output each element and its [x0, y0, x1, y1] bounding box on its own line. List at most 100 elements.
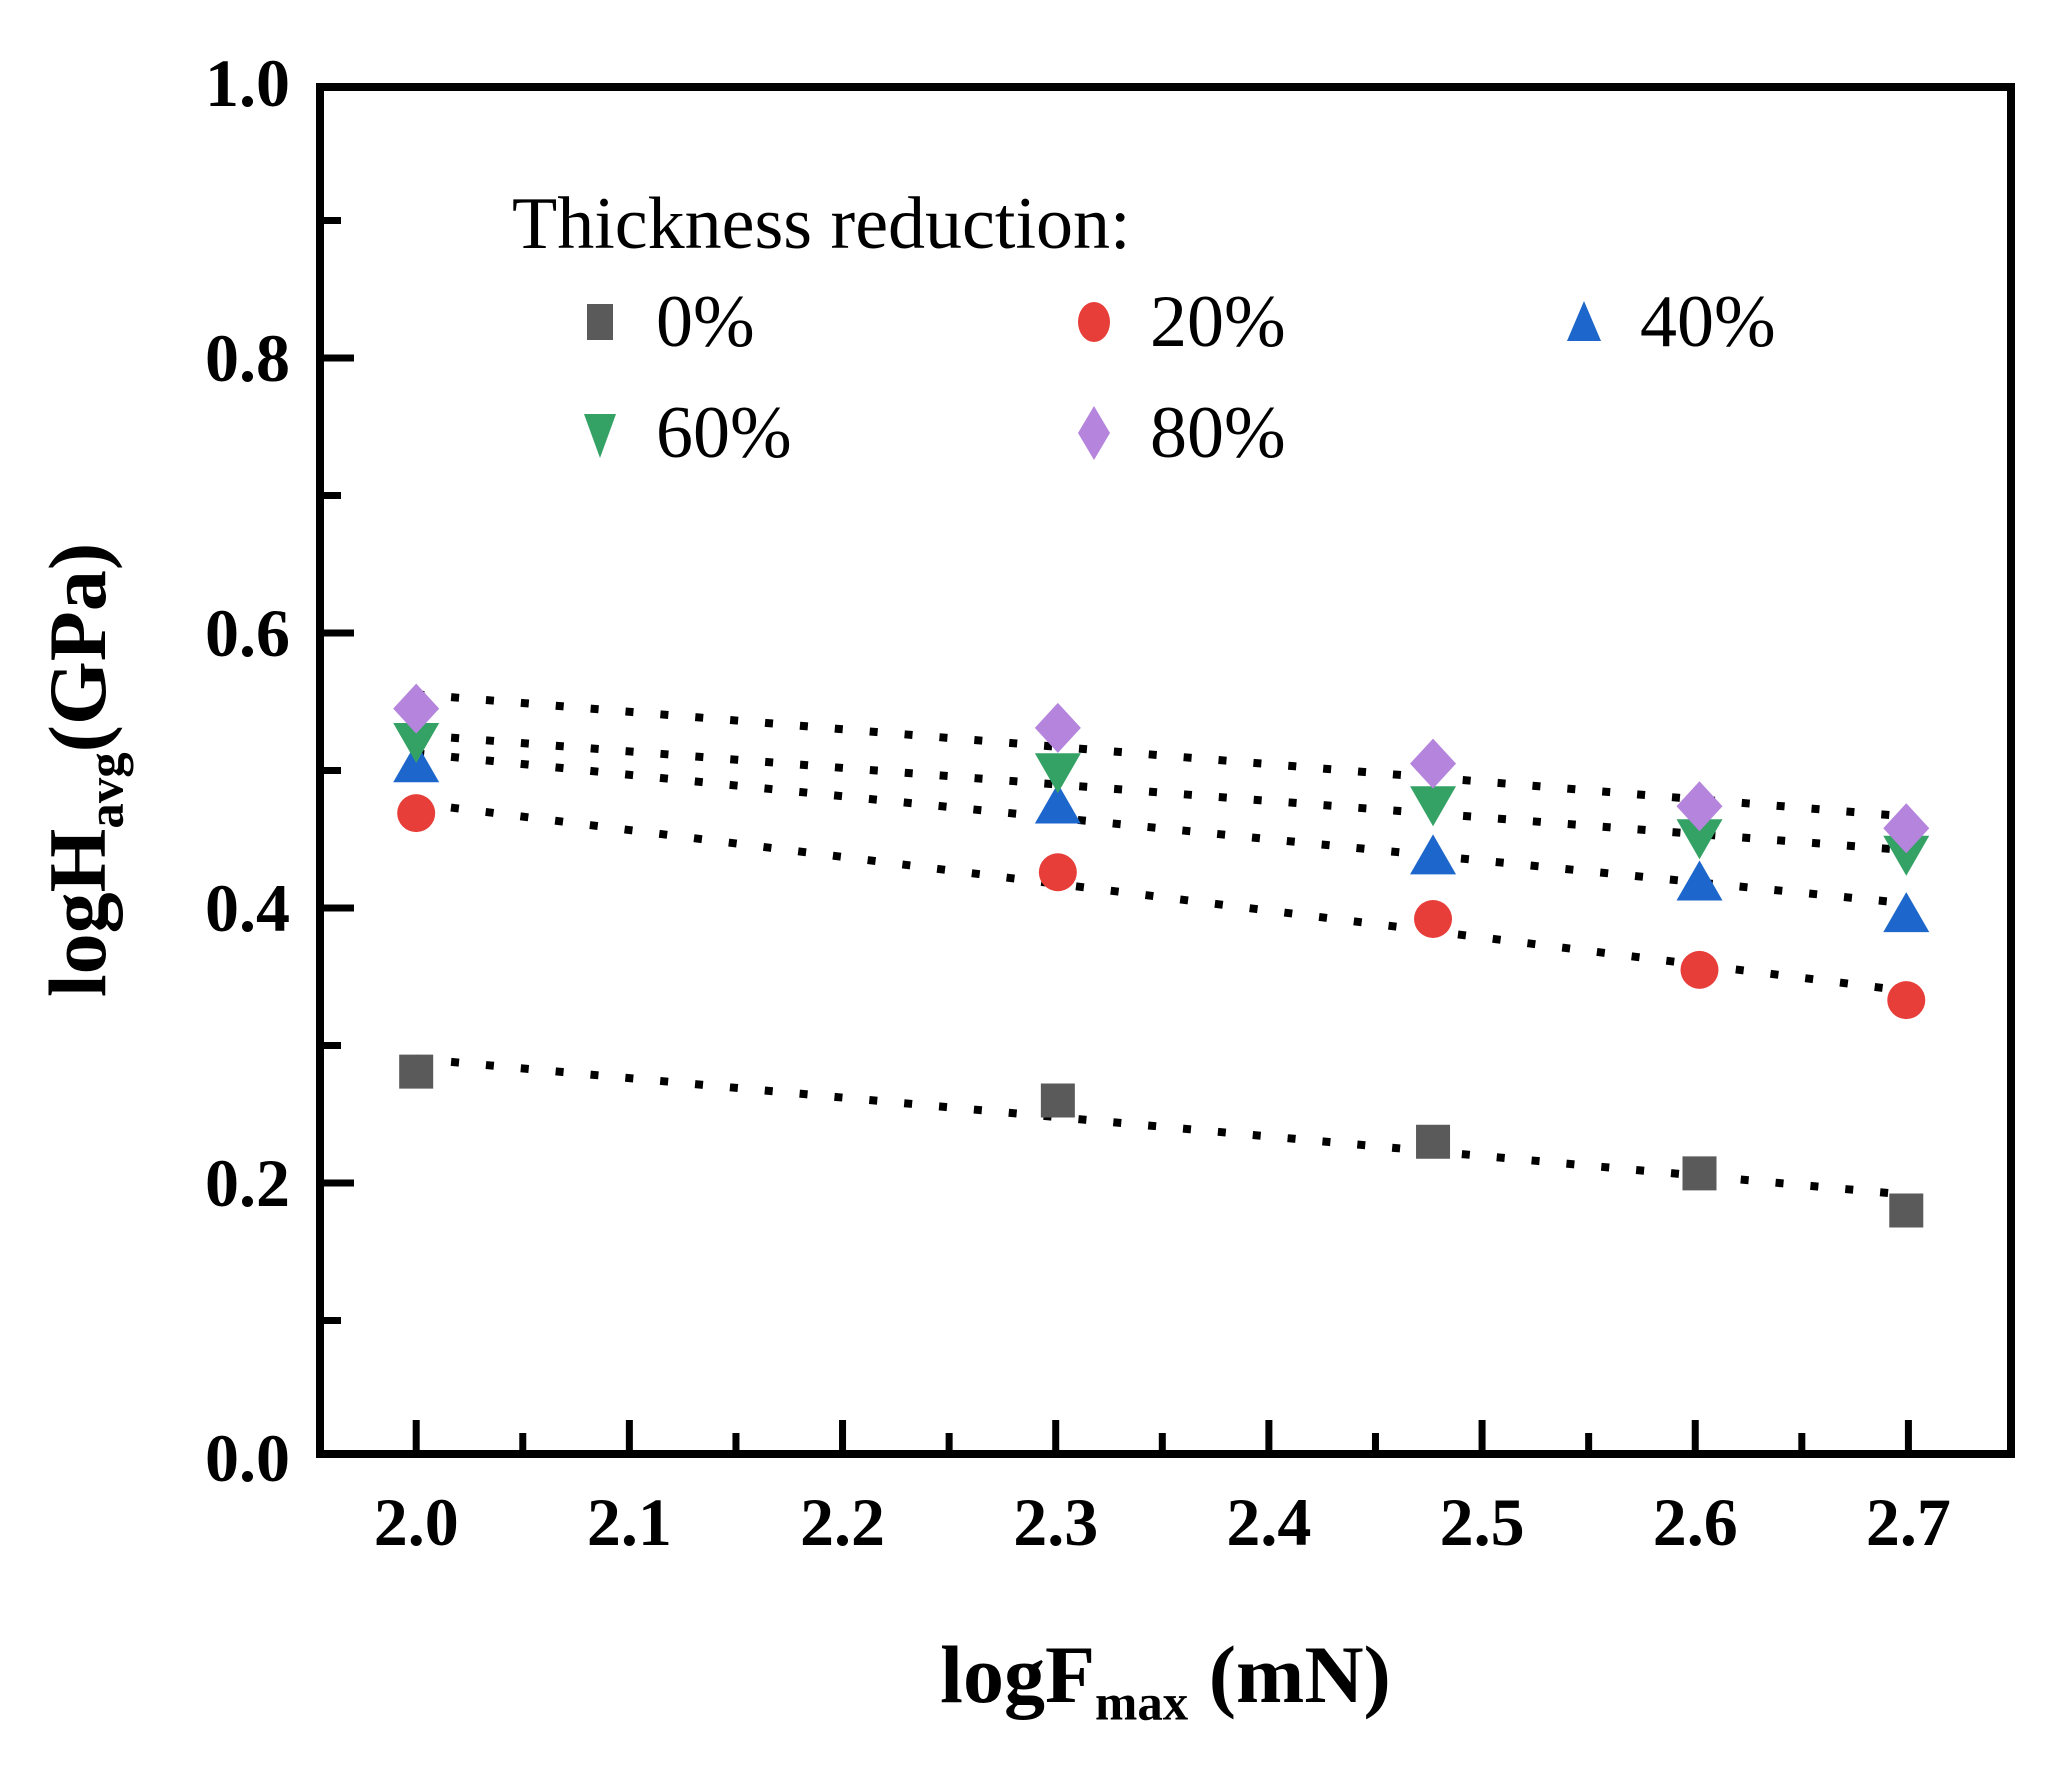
- data-point-60%-x2.301: [1034, 753, 1081, 794]
- data-point-60%-x2.699: [1883, 835, 1930, 876]
- trend-line-0%: [415, 1054, 1907, 1199]
- legend-item-60%: 60%: [570, 378, 792, 488]
- legend-item-0%: 0%: [570, 267, 755, 377]
- data-point-20%-x2.477: [1414, 900, 1453, 938]
- legend-item-label: 20%: [1150, 280, 1286, 363]
- x-tick-label-2.2: 2.2: [800, 1484, 886, 1560]
- x-major-tick: [1052, 1420, 1060, 1450]
- data-point-40%-x2.301: [1034, 783, 1081, 824]
- x-minor-tick: [732, 1433, 740, 1450]
- y-tick-label-0.0: 0.0: [205, 1420, 290, 1496]
- trend-line-40%: [415, 749, 1907, 908]
- x-tick-label-2.5: 2.5: [1439, 1484, 1525, 1560]
- y-major-tick: [324, 904, 354, 912]
- data-point-20%-x2: [397, 794, 436, 833]
- y-tick-label-0.6: 0.6: [205, 595, 290, 671]
- x-major-tick: [839, 1420, 847, 1450]
- triangle-down-legend-icon: [584, 414, 616, 458]
- x-axis-title: logFmax (mN): [316, 1628, 2015, 1728]
- y-minor-tick: [324, 1042, 341, 1049]
- data-point-20%-x2.602: [1680, 950, 1719, 989]
- x-major-tick: [1904, 1420, 1912, 1450]
- x-tick-label-2.3: 2.3: [1013, 1484, 1099, 1560]
- data-point-40%-x2.699: [1883, 892, 1930, 933]
- data-point-60%-x2: [393, 723, 440, 763]
- y-major-tick: [324, 354, 354, 362]
- data-point-80%-x2.699: [1883, 803, 1930, 854]
- data-point-20%-x2.301: [1038, 853, 1077, 892]
- chart-svg: [316, 83, 2015, 1458]
- data-point-40%-x2.477: [1410, 834, 1457, 875]
- circle-legend-glyph: [1078, 302, 1110, 342]
- y-major-tick: [324, 629, 354, 637]
- x-minor-tick: [1798, 1433, 1806, 1450]
- data-point-40%-x2.602: [1676, 860, 1723, 901]
- legend-item-label: 60%: [656, 391, 792, 474]
- data-point-80%-x2.602: [1676, 781, 1723, 832]
- x-tick-label-2.1: 2.1: [586, 1484, 672, 1560]
- data-point-0%-x2.699: [1889, 1193, 1924, 1228]
- plot-frame: [316, 83, 2015, 1458]
- y-axis-title: logHavg(GPa): [31, 542, 133, 998]
- diamond-legend-icon: [1078, 406, 1110, 460]
- y-minor-tick: [324, 767, 341, 774]
- legend-item-label: 80%: [1150, 391, 1286, 474]
- triangle-up-legend-glyph: [1567, 301, 1601, 341]
- trend-line-20%: [415, 799, 1907, 995]
- triangle-up-legend-icon: [1567, 301, 1601, 341]
- trend-line-60%: [415, 730, 1907, 855]
- y-minor-tick: [324, 492, 341, 499]
- x-tick-label-2.7: 2.7: [1865, 1484, 1951, 1560]
- legend-title: Thickness reduction:: [512, 183, 1131, 265]
- data-point-0%-x2.602: [1682, 1156, 1717, 1191]
- x-tick-label-2.0: 2.0: [373, 1484, 459, 1560]
- data-point-80%-x2.477: [1410, 738, 1457, 789]
- x-minor-tick: [1585, 1433, 1593, 1450]
- square-legend-glyph: [587, 304, 613, 340]
- x-minor-tick: [1371, 1433, 1379, 1450]
- x-major-tick: [625, 1420, 633, 1450]
- y-tick-label-0.4: 0.4: [205, 870, 290, 946]
- legend-item-40%: 40%: [1554, 267, 1776, 377]
- x-major-tick: [1265, 1420, 1273, 1450]
- diamond-legend-glyph: [1078, 406, 1110, 460]
- x-axis-title-subscript: max: [1095, 1674, 1189, 1731]
- y-minor-tick: [324, 1317, 341, 1324]
- x-major-tick: [1691, 1420, 1699, 1450]
- legend-item-80%: 80%: [1064, 378, 1286, 488]
- data-point-0%-x2: [399, 1054, 434, 1089]
- data-point-0%-x2.301: [1040, 1083, 1075, 1118]
- y-axis-title-unit: (GPa): [32, 542, 123, 753]
- legend-item-label: 40%: [1640, 280, 1776, 363]
- y-major-tick: [324, 83, 354, 87]
- circle-legend-icon: [1078, 302, 1110, 342]
- y-tick-label-1.0: 1.0: [205, 45, 290, 121]
- plot-area: Thickness reduction: 0% 20% 40% 60% 80%: [316, 83, 2015, 1458]
- x-axis-title-main: logF: [940, 1629, 1096, 1720]
- data-point-80%-x2.301: [1034, 702, 1081, 753]
- data-point-60%-x2.477: [1410, 786, 1457, 827]
- x-minor-tick: [945, 1433, 953, 1450]
- x-tick-label-2.4: 2.4: [1226, 1484, 1312, 1560]
- y-tick-label-0.8: 0.8: [205, 320, 290, 396]
- x-tick-label-2.6: 2.6: [1652, 1484, 1738, 1560]
- y-tick-label-0.2: 0.2: [205, 1145, 290, 1221]
- square-legend-icon: [587, 304, 613, 340]
- y-axis-title-subscript: avg: [77, 752, 134, 829]
- x-axis-title-unit: (mN): [1188, 1629, 1391, 1720]
- data-point-60%-x2.602: [1676, 819, 1723, 860]
- y-major-tick: [324, 1179, 354, 1187]
- data-point-20%-x2.699: [1887, 981, 1926, 1020]
- y-minor-tick: [324, 217, 341, 224]
- x-minor-tick: [519, 1433, 527, 1450]
- x-major-tick: [1478, 1420, 1486, 1450]
- x-major-tick: [412, 1420, 420, 1450]
- x-minor-tick: [1158, 1433, 1166, 1450]
- data-point-0%-x2.477: [1416, 1124, 1451, 1159]
- legend-item-label: 0%: [656, 280, 755, 363]
- data-point-80%-x2: [393, 683, 440, 734]
- legend-item-20%: 20%: [1064, 267, 1286, 377]
- y-axis-title-main: logH: [32, 828, 123, 998]
- triangle-down-legend-glyph: [584, 414, 616, 458]
